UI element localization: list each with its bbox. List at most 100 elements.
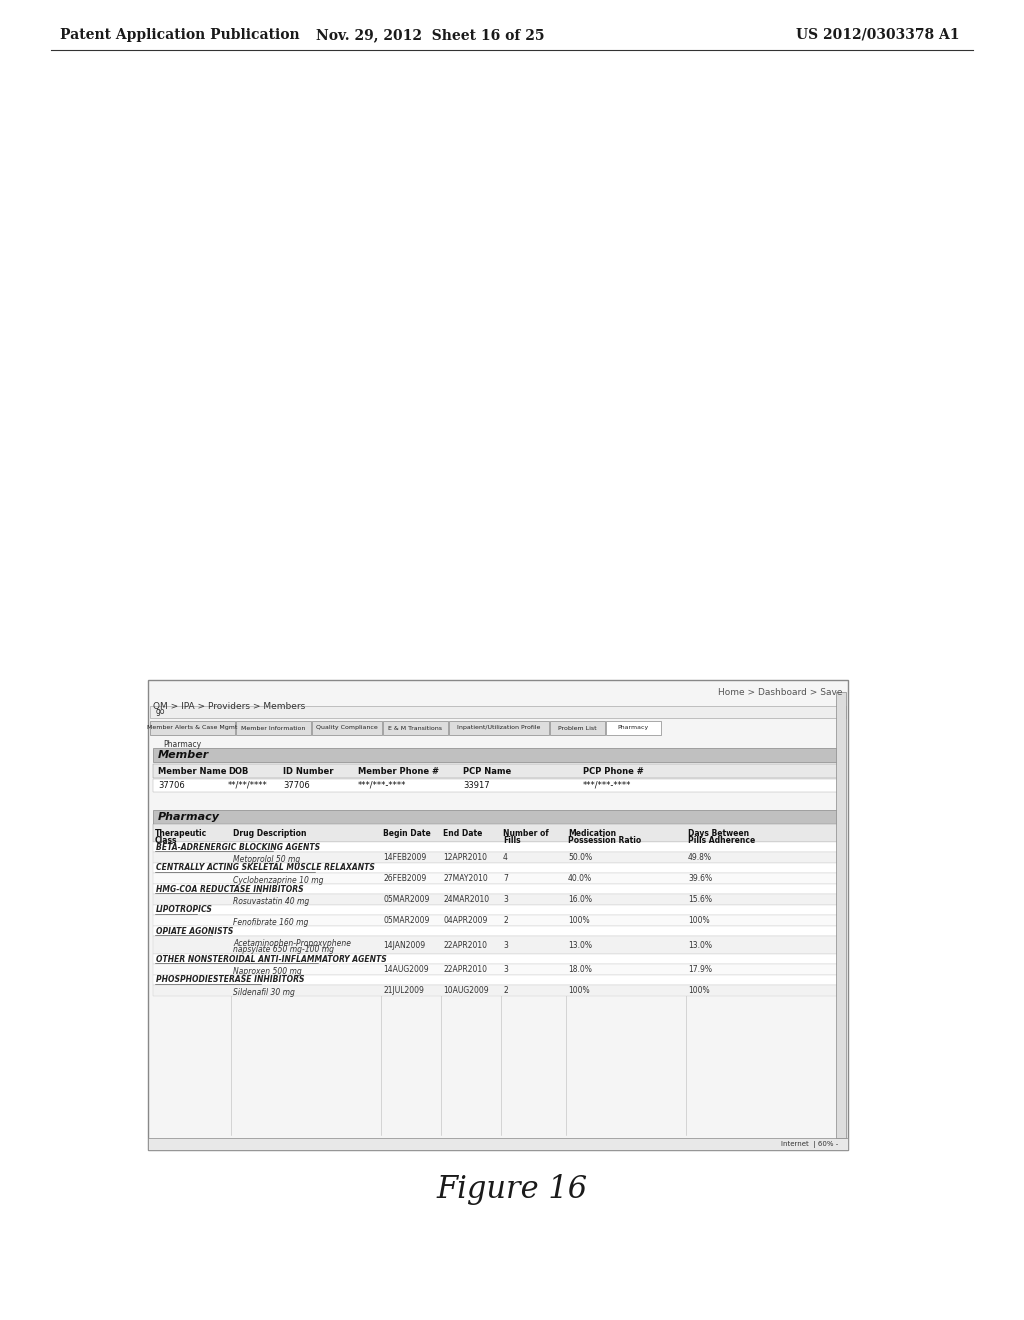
Text: LIPOTROPICS: LIPOTROPICS	[156, 906, 213, 915]
Bar	[153, 764, 838, 777]
Text: go: go	[156, 708, 166, 717]
Text: 2: 2	[503, 916, 508, 925]
Text: Figure 16: Figure 16	[436, 1173, 588, 1205]
Bar	[150, 721, 234, 735]
Text: Nov. 29, 2012  Sheet 16 of 25: Nov. 29, 2012 Sheet 16 of 25	[315, 28, 544, 42]
Text: Sildenafil 30 mg: Sildenafil 30 mg	[233, 987, 295, 997]
Bar	[153, 985, 838, 997]
Text: Medication: Medication	[568, 829, 616, 838]
Bar	[153, 964, 838, 975]
Text: HMG-COA REDUCTASE INHIBITORS: HMG-COA REDUCTASE INHIBITORS	[156, 884, 304, 894]
Text: QM > IPA > Providers > Members: QM > IPA > Providers > Members	[153, 702, 305, 711]
Bar	[153, 954, 838, 964]
Text: 17.9%: 17.9%	[688, 965, 712, 974]
Text: 3: 3	[503, 895, 508, 904]
Text: 3: 3	[503, 965, 508, 974]
Text: 12APR2010: 12APR2010	[443, 853, 487, 862]
Text: Fenofibrate 160 mg: Fenofibrate 160 mg	[233, 917, 308, 927]
Text: 4: 4	[503, 853, 508, 862]
Text: 100%: 100%	[568, 986, 590, 995]
Text: Patent Application Publication: Patent Application Publication	[60, 28, 300, 42]
Text: Fills: Fills	[503, 836, 520, 845]
Text: 50.0%: 50.0%	[568, 853, 592, 862]
Text: 16.0%: 16.0%	[568, 895, 592, 904]
Text: 27MAY2010: 27MAY2010	[443, 874, 487, 883]
Text: Class: Class	[155, 836, 177, 845]
Text: 26FEB2009: 26FEB2009	[383, 874, 426, 883]
Bar	[148, 680, 848, 1150]
Text: Metoprolol 50 mg: Metoprolol 50 mg	[233, 855, 300, 865]
Text: Number of: Number of	[503, 829, 549, 838]
Text: 21JUL2009: 21JUL2009	[383, 986, 424, 995]
Text: Pharmacy: Pharmacy	[158, 812, 220, 822]
Text: 24MAR2010: 24MAR2010	[443, 895, 489, 904]
Text: Pharmacy: Pharmacy	[617, 726, 649, 730]
Bar	[606, 721, 662, 735]
Bar	[153, 842, 838, 851]
Bar	[153, 975, 838, 985]
Text: Problem List: Problem List	[558, 726, 597, 730]
Text: Member Information: Member Information	[242, 726, 306, 730]
Text: 37706: 37706	[158, 781, 184, 789]
Text: Pharmacy: Pharmacy	[163, 741, 201, 748]
Text: 39.6%: 39.6%	[688, 874, 712, 883]
Text: PCP Name: PCP Name	[463, 767, 511, 776]
Bar	[153, 915, 838, 927]
Text: 13.0%: 13.0%	[568, 940, 592, 949]
Text: Member Alerts & Case Mgmt: Member Alerts & Case Mgmt	[147, 726, 238, 730]
Text: Pills Adherence: Pills Adherence	[688, 836, 756, 845]
Text: Internet  | 60% -: Internet | 60% -	[780, 1140, 838, 1147]
Bar	[153, 894, 838, 906]
Text: 49.8%: 49.8%	[688, 853, 712, 862]
Text: napsylate 650 mg-100 mg: napsylate 650 mg-100 mg	[233, 945, 334, 954]
Bar	[236, 721, 311, 735]
Bar	[148, 1138, 848, 1150]
Bar	[153, 927, 838, 936]
Text: Member Phone #: Member Phone #	[358, 767, 439, 776]
Text: US 2012/0303378 A1: US 2012/0303378 A1	[797, 28, 961, 42]
Text: DOB: DOB	[228, 767, 249, 776]
Text: Therapeutic: Therapeutic	[155, 829, 207, 838]
Bar	[150, 706, 846, 718]
Text: 33917: 33917	[463, 781, 489, 789]
Text: 40.0%: 40.0%	[568, 874, 592, 883]
Text: ***/***-****: ***/***-****	[358, 781, 407, 789]
Text: OTHER NONSTEROIDAL ANTI-INFLAMMATORY AGENTS: OTHER NONSTEROIDAL ANTI-INFLAMMATORY AGE…	[156, 954, 387, 964]
Text: ***/***-****: ***/***-****	[583, 781, 632, 789]
Text: 7: 7	[503, 874, 508, 883]
Bar	[153, 748, 838, 762]
Bar	[383, 721, 449, 735]
Text: End Date: End Date	[443, 829, 482, 838]
Text: Naproxen 500 mg: Naproxen 500 mg	[233, 968, 302, 975]
Text: 10AUG2009: 10AUG2009	[443, 986, 488, 995]
Text: 04APR2009: 04APR2009	[443, 916, 487, 925]
Bar	[550, 721, 605, 735]
Text: Inpatient/Utilization Profile: Inpatient/Utilization Profile	[458, 726, 541, 730]
Text: Drug Description: Drug Description	[233, 829, 306, 838]
Bar	[153, 884, 838, 894]
Text: 37706: 37706	[283, 781, 309, 789]
Text: Rosuvastatin 40 mg: Rosuvastatin 40 mg	[233, 898, 309, 906]
Bar	[153, 851, 838, 863]
Text: OPIATE AGONISTS: OPIATE AGONISTS	[156, 927, 233, 936]
Bar	[153, 810, 838, 824]
Text: 18.0%: 18.0%	[568, 965, 592, 974]
Text: Possession Ratio: Possession Ratio	[568, 836, 641, 845]
Text: CENTRALLY ACTING SKELETAL MUSCLE RELAXANTS: CENTRALLY ACTING SKELETAL MUSCLE RELAXAN…	[156, 863, 375, 873]
Text: Begin Date: Begin Date	[383, 829, 431, 838]
Bar	[153, 779, 838, 792]
Text: 22APR2010: 22APR2010	[443, 940, 487, 949]
Text: 05MAR2009: 05MAR2009	[383, 895, 429, 904]
Text: 05MAR2009: 05MAR2009	[383, 916, 429, 925]
Text: 100%: 100%	[688, 916, 710, 925]
Text: ID Number: ID Number	[283, 767, 334, 776]
Text: **/**/****: **/**/****	[228, 781, 267, 789]
Text: Member: Member	[158, 750, 209, 760]
Bar	[153, 863, 838, 873]
Text: E & M Transitions: E & M Transitions	[388, 726, 442, 730]
Text: Home > Dashboard > Save: Home > Dashboard > Save	[719, 688, 843, 697]
Text: 3: 3	[503, 940, 508, 949]
Text: 100%: 100%	[688, 986, 710, 995]
Text: 14JAN2009: 14JAN2009	[383, 940, 425, 949]
Bar	[153, 906, 838, 915]
